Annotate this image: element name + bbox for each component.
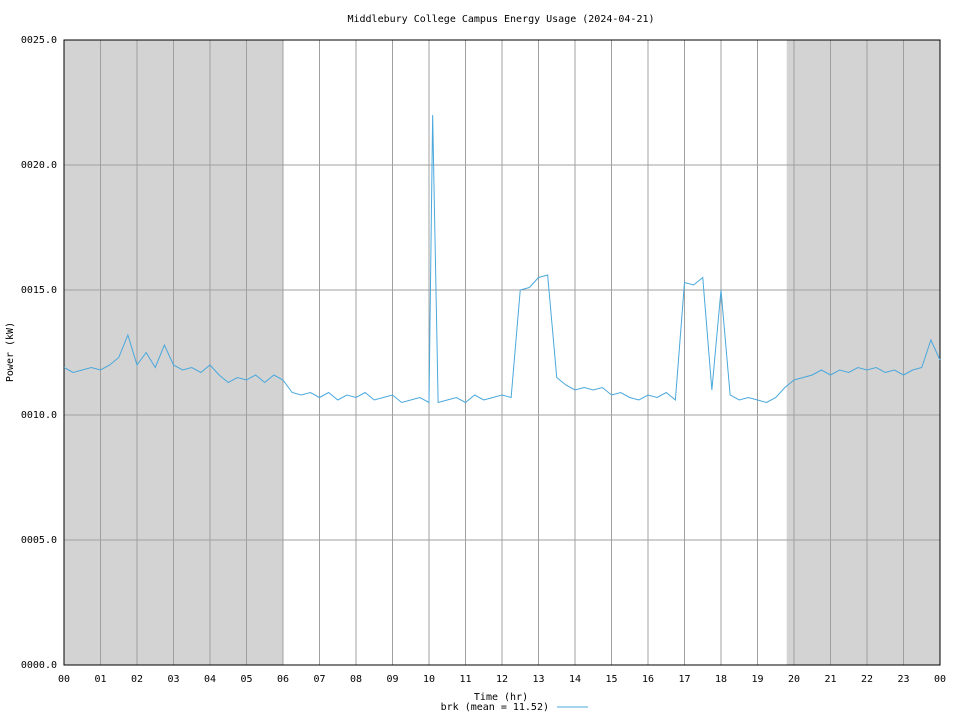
y-tick-label: 0010.0 bbox=[21, 410, 57, 421]
x-tick-label: 05 bbox=[240, 674, 252, 685]
x-tick-label: 02 bbox=[131, 674, 143, 685]
x-tick-label: 17 bbox=[678, 674, 690, 685]
data-line bbox=[63, 114, 941, 404]
x-tick-label: 21 bbox=[824, 674, 836, 685]
legend-label: brk (mean = 11.52) bbox=[441, 702, 549, 713]
x-tick-label: 20 bbox=[788, 674, 800, 685]
y-tick-label: 0005.0 bbox=[21, 535, 57, 546]
x-axis-label: Time (hr) bbox=[474, 692, 528, 703]
x-tick-label: 07 bbox=[313, 674, 325, 685]
x-tick-label: 06 bbox=[277, 674, 289, 685]
x-tick-label: 19 bbox=[751, 674, 763, 685]
x-tick-label: 13 bbox=[532, 674, 544, 685]
x-tick-label: 04 bbox=[204, 674, 216, 685]
x-tick-label: 23 bbox=[897, 674, 909, 685]
x-tick-label: 14 bbox=[569, 674, 581, 685]
x-tick-label: 18 bbox=[715, 674, 727, 685]
x-tick-label: 10 bbox=[423, 674, 435, 685]
x-tick-label: 15 bbox=[605, 674, 617, 685]
x-tick-label: 03 bbox=[167, 674, 179, 685]
y-tick-label: 0025.0 bbox=[21, 35, 57, 46]
y-tick-label: 0000.0 bbox=[21, 660, 57, 671]
x-tick-label: 08 bbox=[350, 674, 362, 685]
plot-border bbox=[63, 39, 941, 666]
x-tick-label: 12 bbox=[496, 674, 508, 685]
y-tick-label: 0015.0 bbox=[21, 285, 57, 296]
x-tick-label: 01 bbox=[94, 674, 106, 685]
x-tick-label: 09 bbox=[386, 674, 398, 685]
x-tick-label: 22 bbox=[861, 674, 873, 685]
night-shade bbox=[786, 40, 940, 665]
x-tick-label: 11 bbox=[459, 674, 471, 685]
y-tick-label: 0020.0 bbox=[21, 160, 57, 171]
x-tick-label: 00 bbox=[934, 674, 946, 685]
x-tick-label: 00 bbox=[58, 674, 70, 685]
chart-title: Middlebury College Campus Energy Usage (… bbox=[347, 14, 654, 25]
x-tick-label: 16 bbox=[642, 674, 654, 685]
y-axis-label: Power (kW) bbox=[5, 322, 16, 382]
